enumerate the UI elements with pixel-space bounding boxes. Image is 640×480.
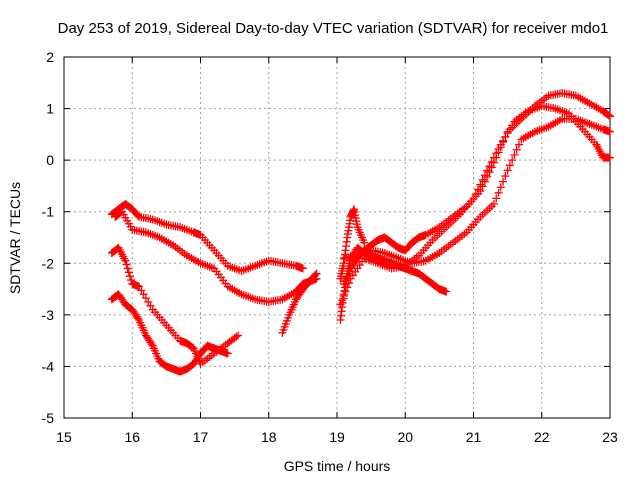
data-point bbox=[311, 270, 320, 279]
y-tick-label: -1 bbox=[42, 204, 55, 220]
x-tick-label: 22 bbox=[534, 429, 550, 445]
data-point bbox=[223, 349, 232, 358]
data-point bbox=[124, 268, 133, 277]
x-tick-label: 19 bbox=[329, 429, 345, 445]
data-point bbox=[606, 112, 614, 121]
data-point bbox=[485, 162, 494, 171]
series-arc-b bbox=[111, 207, 321, 306]
data-point bbox=[606, 127, 614, 136]
series-arc-e bbox=[278, 269, 321, 337]
data-point bbox=[510, 150, 519, 159]
x-tick-label: 21 bbox=[466, 429, 482, 445]
series-arc-h bbox=[336, 101, 614, 309]
x-tick-label: 15 bbox=[56, 429, 72, 445]
data-point bbox=[487, 157, 496, 166]
data-point bbox=[474, 185, 483, 194]
data-point bbox=[133, 314, 142, 323]
data-point bbox=[344, 279, 353, 288]
data-point bbox=[489, 199, 498, 208]
data-point bbox=[499, 177, 508, 186]
series-arc-j bbox=[336, 205, 369, 283]
data-point bbox=[604, 111, 613, 120]
data-points bbox=[107, 89, 614, 376]
data-point bbox=[489, 153, 498, 162]
data-point bbox=[312, 269, 321, 278]
chart-title: Day 253 of 2019, Sidereal Day-to-day VTE… bbox=[58, 20, 609, 37]
data-point bbox=[133, 211, 142, 220]
y-axis-label: SDTVAR / TECUs bbox=[7, 182, 23, 294]
data-point bbox=[501, 172, 510, 181]
y-tick-label: 1 bbox=[46, 101, 54, 117]
series-arc-d bbox=[107, 290, 232, 376]
series-arc-a bbox=[107, 199, 307, 276]
x-tick-label: 18 bbox=[261, 429, 277, 445]
y-tick-label: -4 bbox=[42, 358, 55, 374]
data-point bbox=[476, 180, 485, 189]
data-point bbox=[343, 283, 352, 292]
data-point bbox=[471, 190, 480, 199]
data-point bbox=[483, 166, 492, 175]
data-point bbox=[442, 287, 451, 296]
series-arc-i bbox=[339, 114, 614, 268]
x-tick-label: 17 bbox=[193, 429, 209, 445]
data-point bbox=[336, 300, 345, 309]
y-tick-label: -2 bbox=[42, 255, 55, 271]
data-point bbox=[508, 156, 517, 165]
y-tick-label: -3 bbox=[42, 307, 55, 323]
x-tick-label: 23 bbox=[602, 429, 618, 445]
data-point bbox=[127, 276, 136, 285]
x-tick-label: 16 bbox=[124, 429, 140, 445]
data-point bbox=[360, 238, 369, 247]
data-point bbox=[122, 260, 131, 269]
data-point bbox=[298, 264, 307, 273]
y-tick-label: 2 bbox=[46, 49, 54, 65]
data-point bbox=[234, 331, 243, 340]
data-point bbox=[338, 296, 347, 305]
data-point bbox=[494, 144, 503, 153]
data-point bbox=[147, 340, 156, 349]
data-point bbox=[494, 188, 503, 197]
data-point bbox=[123, 264, 132, 273]
data-point bbox=[492, 149, 501, 158]
data-point bbox=[492, 194, 501, 203]
data-point bbox=[232, 332, 241, 341]
data-point bbox=[121, 256, 130, 265]
data-point bbox=[339, 291, 348, 300]
y-tick-label: 0 bbox=[46, 152, 54, 168]
x-axis-label: GPS time / hours bbox=[284, 458, 391, 474]
y-tick-label: -5 bbox=[42, 410, 55, 426]
data-point bbox=[480, 171, 489, 180]
data-point bbox=[341, 287, 350, 296]
data-point bbox=[606, 153, 614, 162]
data-point bbox=[478, 175, 487, 184]
data-point bbox=[512, 145, 521, 154]
x-tick-label: 20 bbox=[397, 429, 413, 445]
data-point bbox=[496, 183, 505, 192]
data-point bbox=[125, 272, 134, 281]
data-point bbox=[505, 161, 514, 170]
data-point bbox=[503, 166, 512, 175]
data-point bbox=[515, 140, 523, 149]
data-point bbox=[469, 194, 478, 203]
